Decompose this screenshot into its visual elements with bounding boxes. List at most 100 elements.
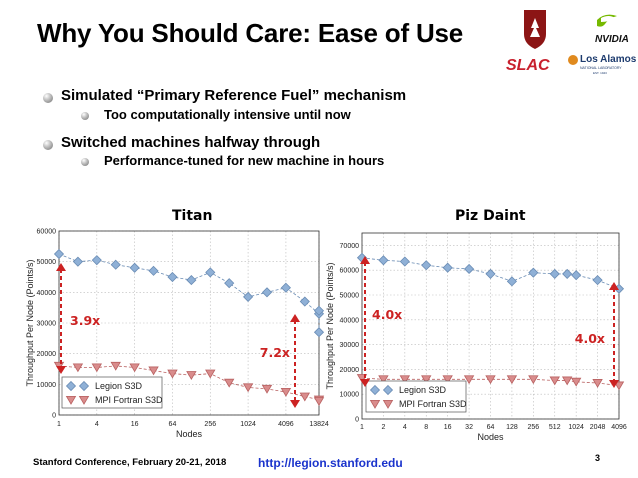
speedup-annotation: 4.0x [360, 256, 402, 387]
x-tick-label: 4096 [278, 421, 294, 428]
y-tick-label: 30000 [37, 321, 57, 328]
data-point [421, 375, 432, 385]
data-point [261, 287, 273, 298]
footer-url-link[interactable]: http://legion.stanford.edu [258, 456, 403, 470]
data-point [442, 375, 453, 385]
legend-label: Legion S3D [399, 385, 447, 395]
x-tick-label: 2048 [590, 424, 606, 431]
data-point [570, 377, 582, 387]
data-point [299, 296, 310, 307]
legend-marker [382, 399, 394, 409]
data-point [485, 268, 496, 279]
footer-conference: Stanford Conference, February 20-21, 201… [33, 457, 227, 468]
x-tick-label: 2 [381, 424, 385, 431]
x-tick-label: 8 [424, 424, 428, 431]
legend: Legion S3D MPI Fortran S3D [365, 380, 467, 413]
data-point [592, 275, 603, 286]
bullet-1-sub: Too computationally intensive until now [104, 107, 351, 122]
x-tick-label: 1 [360, 424, 364, 431]
data-point [528, 267, 539, 278]
plot-frame [361, 232, 620, 420]
svg-text:Los Alamos: Los Alamos [580, 54, 637, 65]
data-point [528, 375, 539, 385]
data-point [421, 260, 432, 271]
data-point [399, 375, 411, 385]
data-point [53, 248, 65, 260]
data-point [110, 361, 121, 371]
x-tick-label: 512 [549, 424, 561, 431]
x-tick-label: 16 [444, 424, 452, 431]
data-point [313, 397, 325, 407]
y-axis-label: Throughput Per Node (Points/s) [325, 262, 335, 389]
x-tick-label: 64 [487, 424, 495, 431]
legend-label: MPI Fortran S3D [399, 399, 467, 409]
data-point [464, 263, 475, 275]
y-tick-label: 30000 [340, 342, 360, 349]
slide-title: Why You Should Care: Ease of Use [37, 18, 464, 48]
legend-marker [78, 380, 90, 392]
data-point [186, 371, 197, 380]
x-tick-label: 4 [403, 424, 407, 431]
data-point [378, 375, 389, 385]
data-point [299, 392, 311, 402]
data-point [313, 305, 325, 316]
bullet-1: Simulated “Primary Reference Fuel” mecha… [61, 87, 407, 104]
nvidia-wordmark: NVIDIA [595, 34, 629, 45]
data-point [186, 275, 197, 286]
legend-box [61, 376, 163, 409]
x-tick-label: 1024 [240, 421, 256, 428]
data-point [463, 375, 475, 385]
data-point [129, 363, 140, 373]
bullet-2-sub: Performance-tuned for new machine in hou… [104, 153, 385, 168]
data-point [571, 270, 582, 281]
x-tick-label: 1024 [568, 424, 584, 431]
data-point [72, 363, 84, 373]
arrow-down-icon [360, 379, 370, 387]
legend-marker [369, 384, 381, 396]
data-point [167, 369, 178, 379]
y-tick-label: 20000 [37, 351, 57, 358]
arrow-down-icon [609, 380, 619, 388]
stanford-logo [524, 10, 546, 49]
legend-box [365, 380, 467, 413]
y-tick-label: 20000 [340, 367, 360, 374]
data-point [549, 268, 560, 279]
y-tick-label: 40000 [37, 290, 57, 297]
data-point [110, 259, 121, 270]
legend: Legion S3D MPI Fortran S3D [61, 376, 163, 409]
data-point [72, 256, 83, 267]
data-point [485, 375, 496, 385]
x-axis-label: Nodes [477, 432, 504, 442]
x-tick-label: 64 [169, 421, 177, 428]
chart-title-titan: Titan [172, 208, 213, 224]
legend-marker [382, 384, 394, 396]
data-point [549, 376, 560, 386]
speedup-label: 4.0x [575, 331, 605, 346]
chart-title-piz-daint: Piz Daint [455, 208, 526, 224]
data-point [148, 265, 159, 276]
x-tick-label: 16 [131, 421, 139, 428]
data-point [313, 327, 325, 338]
data-point [129, 262, 140, 273]
series-mpi [356, 374, 625, 391]
y-tick-label: 50000 [340, 293, 360, 300]
page-number: 3 [595, 453, 601, 463]
legend-label: Legion S3D [95, 381, 143, 391]
data-point [91, 363, 103, 373]
legend-label: MPI Fortran S3D [95, 395, 163, 405]
arrow-up-icon [609, 282, 619, 290]
data-point [561, 376, 573, 386]
legend-marker [65, 395, 77, 405]
plot-frame [58, 230, 320, 416]
arrow-down-icon [56, 366, 66, 374]
data-point [506, 375, 518, 385]
data-point [205, 267, 216, 278]
x-tick-label: 256 [527, 424, 539, 431]
x-tick-label: 128 [506, 424, 518, 431]
speedup-label: 4.0x [372, 307, 402, 322]
data-point [167, 271, 178, 283]
legend-marker [65, 380, 77, 392]
y-tick-label: 50000 [37, 259, 57, 266]
